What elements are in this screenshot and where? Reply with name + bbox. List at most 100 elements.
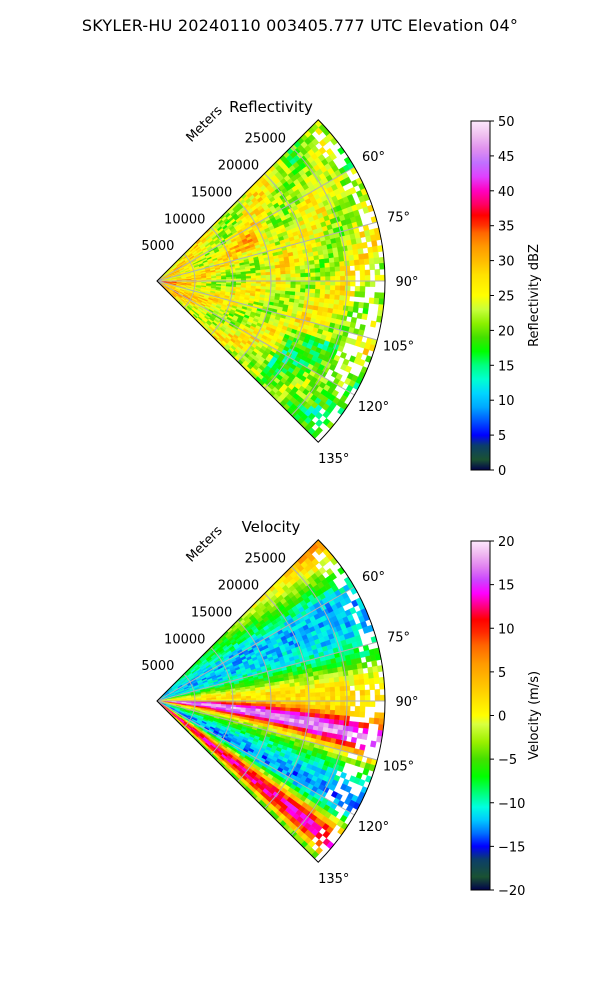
radar-cell <box>275 694 282 699</box>
radar-cell <box>344 265 351 272</box>
radar-cell <box>285 277 292 282</box>
radar-cell <box>290 287 296 293</box>
radar-cell <box>299 712 306 717</box>
radar-cell <box>300 273 306 278</box>
radar-cell <box>368 252 375 259</box>
radar-cell <box>231 276 237 280</box>
radar-cell <box>231 696 237 700</box>
radar-cell <box>335 280 341 287</box>
radar-cell <box>325 691 331 697</box>
radar-cell <box>325 285 331 291</box>
radar-cell <box>340 695 346 702</box>
radar-cell <box>353 301 360 308</box>
radar-cell <box>314 293 321 299</box>
radar-cell <box>270 694 277 699</box>
radar-cell <box>320 285 326 291</box>
radar-cell <box>284 266 291 272</box>
azimuth-tick-label: 135° <box>318 452 349 467</box>
radar-cell <box>339 686 346 692</box>
radar-cell <box>325 276 331 282</box>
radar-cell <box>330 700 336 706</box>
radar-cell <box>294 262 301 267</box>
radar-cell <box>329 714 336 720</box>
radar-cell <box>314 267 321 273</box>
radar-cell <box>295 697 301 702</box>
radar-cell <box>310 700 316 706</box>
radar-cell <box>300 693 306 698</box>
radar-cell <box>280 277 287 282</box>
radar-cell <box>374 292 380 299</box>
radar-cell <box>329 682 336 688</box>
colorbar-tick-label: 30 <box>498 255 515 270</box>
radar-cell <box>260 703 267 707</box>
radar-cell <box>329 686 336 693</box>
radar-cell <box>339 270 346 277</box>
radar-cell <box>324 714 331 720</box>
radar-cell <box>295 700 301 705</box>
figure-title: SKYLER-HU 20240110 003405.777 UTC Elevat… <box>81 16 519 35</box>
radar-cell <box>364 269 371 276</box>
radar-cell <box>354 285 361 292</box>
radar-cell <box>329 266 336 273</box>
radar-cell <box>334 294 341 301</box>
radar-cell <box>347 306 354 313</box>
radar-cell <box>319 687 326 693</box>
panel-title: Reflectivity <box>229 98 313 116</box>
range-tick-label: 15000 <box>191 185 232 200</box>
radar-cell <box>359 275 366 282</box>
radar-cell <box>314 289 321 295</box>
colorbar-ramp <box>470 120 491 471</box>
radar-cell <box>333 676 340 683</box>
radar-cell <box>339 690 346 697</box>
radar-cell <box>328 298 335 305</box>
radar-cell <box>362 348 370 356</box>
radar-cell <box>328 677 335 684</box>
radar-cell <box>368 297 375 305</box>
radar-cell <box>372 251 380 259</box>
radar-cell <box>235 276 242 280</box>
colorbar-tick-label: 5 <box>498 429 506 444</box>
radar-cell <box>359 269 366 276</box>
radar-cell <box>371 240 378 248</box>
radar-cell <box>339 710 346 716</box>
radar-cell <box>339 351 347 360</box>
radar-cell <box>280 694 287 698</box>
radar-cell <box>359 280 366 287</box>
colorbar-tick-label: 25 <box>498 290 515 305</box>
radar-cell <box>374 274 381 282</box>
radar-cell <box>319 713 326 719</box>
radar-cell <box>348 254 355 262</box>
radar-cell <box>305 276 311 282</box>
radar-cell <box>300 288 306 293</box>
colorbar-label: Reflectivity dBZ <box>527 244 542 347</box>
radar-cell <box>324 262 331 268</box>
radar-cell <box>364 275 371 282</box>
radar-cell <box>334 285 341 291</box>
radar-cell <box>334 710 341 716</box>
colorbar-tick-label: 15 <box>498 359 515 374</box>
radar-cell <box>342 305 349 312</box>
radar-cell <box>280 690 286 695</box>
radar-cell <box>314 259 320 265</box>
range-tick-label: 25000 <box>245 132 286 147</box>
radar-cell <box>289 686 296 691</box>
radar-cell <box>250 693 257 697</box>
radar-cell <box>314 713 321 719</box>
radar-cell <box>290 693 296 698</box>
radar-cell <box>250 273 257 277</box>
radar-cell <box>280 287 286 292</box>
radar-cell <box>330 271 336 277</box>
radar-cell <box>300 704 306 709</box>
radar-cell <box>260 272 267 276</box>
radar-cell <box>334 261 341 268</box>
range-tick-label: 20000 <box>218 159 259 174</box>
radar-cell <box>304 292 311 298</box>
radar-cell <box>346 311 354 318</box>
radar-cell <box>339 295 345 301</box>
radar-cell <box>373 297 380 305</box>
colorbar-tick-label: 0 <box>498 464 506 479</box>
radar-cell <box>285 704 291 709</box>
radar-cell <box>329 289 336 296</box>
radar-cell <box>352 306 359 314</box>
radar-cell <box>330 285 336 291</box>
